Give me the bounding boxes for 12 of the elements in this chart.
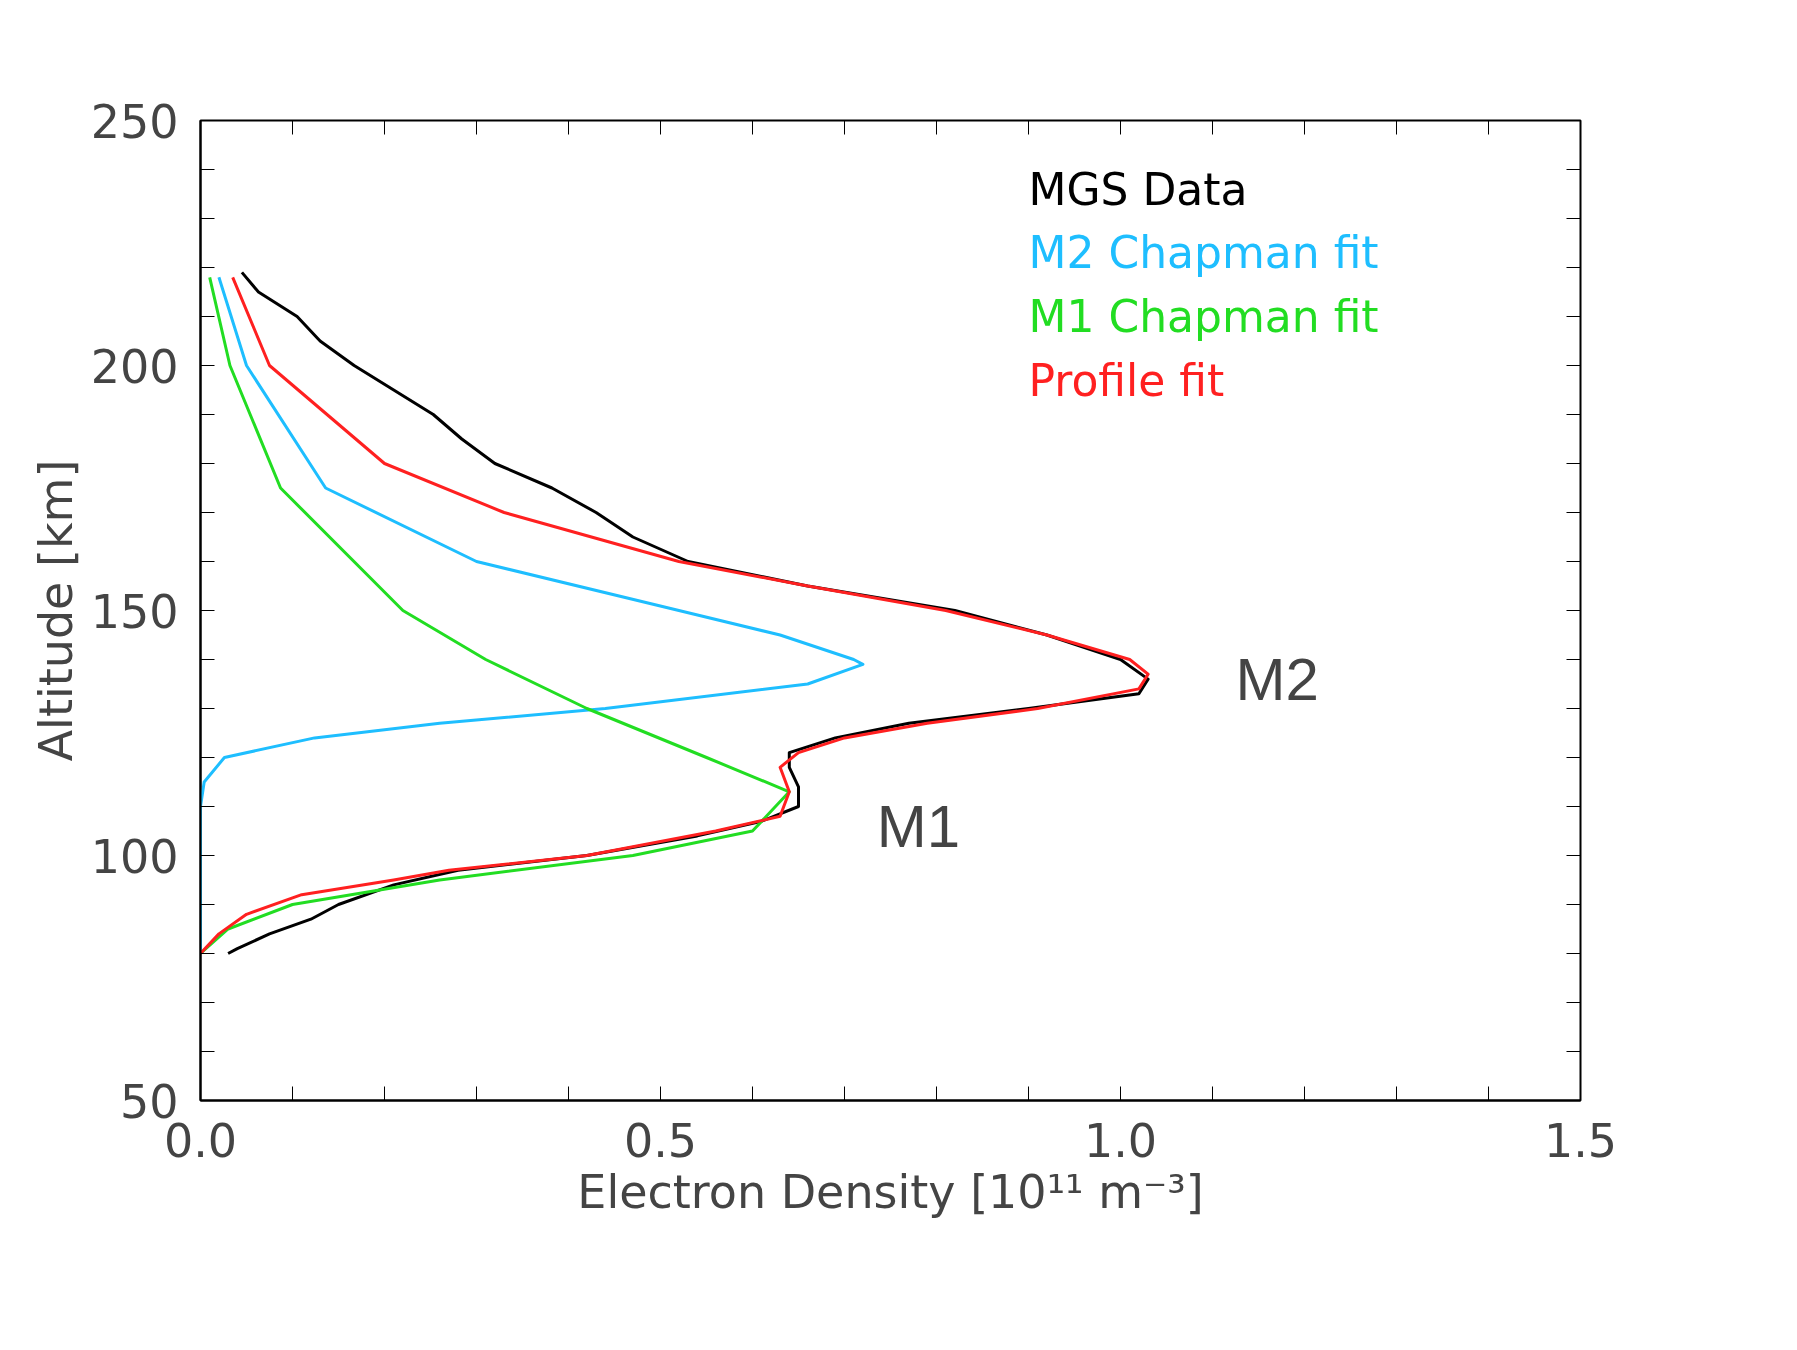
- text: Profile fit: [1028, 354, 1225, 406]
- y-tick-label: 100: [90, 829, 179, 884]
- text: M2 Chapman fit: [1028, 227, 1379, 279]
- annotation: M2: [1235, 645, 1319, 713]
- legend-label: MGS Data: [1028, 163, 1248, 215]
- y-axis-title: Altitude [km]: [28, 459, 83, 762]
- x-tick-label: 1.5: [1543, 1113, 1618, 1168]
- y-tick-label: 150: [90, 584, 179, 639]
- y-tick-label: 250: [90, 94, 179, 149]
- y-tick-label: 200: [90, 339, 179, 394]
- annotation: M1: [876, 792, 961, 860]
- text: M1 Chapman fit: [1028, 291, 1379, 342]
